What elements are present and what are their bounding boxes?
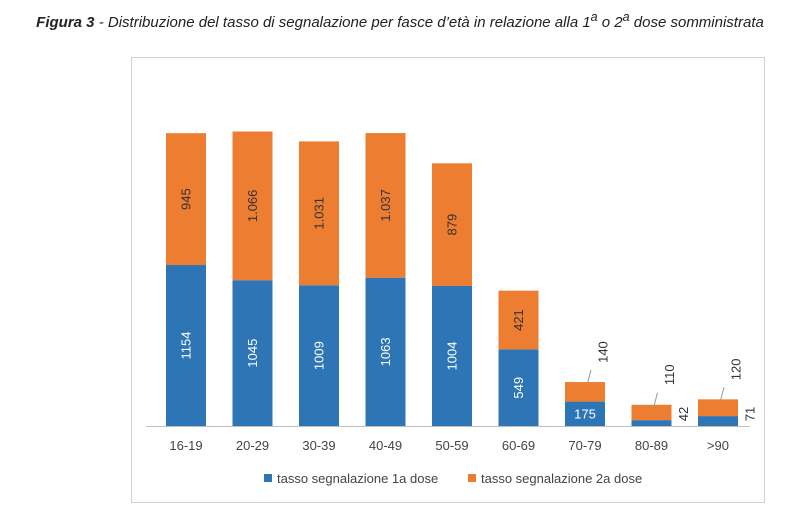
bar-dose2-40-49 [365, 133, 406, 278]
bar-dose2-70-79 [565, 382, 605, 402]
data-label-dose1: 42 [676, 407, 691, 421]
x-tick-label: 20-29 [236, 438, 269, 453]
bar-dose1->90 [698, 416, 738, 426]
bar-dose2-80-89 [631, 404, 672, 421]
data-label-dose1: 1009 [312, 341, 327, 370]
bar-dose2-20-29 [232, 131, 273, 281]
x-tick-label: >90 [707, 438, 729, 453]
caption-sup-2: a [622, 10, 630, 24]
x-tick-label: 16-19 [169, 438, 202, 453]
bar-dose1-70-79 [565, 401, 605, 426]
data-label-dose2: 879 [445, 214, 460, 236]
x-tick-label: 60-69 [502, 438, 535, 453]
data-label-dose1: 1045 [245, 339, 260, 368]
data-label-dose2: 110 [662, 364, 677, 385]
bar-dose1-16-19 [166, 265, 206, 426]
legend-item-dose1-label: tasso segnalazione 1a dose [277, 471, 438, 486]
caption-text-1: Distribuzione del tasso di segnalazione … [107, 14, 591, 31]
bar-dose1-30-39 [299, 285, 339, 426]
caption-text-2: o 2 [597, 14, 623, 31]
data-label-dose1: 549 [511, 377, 526, 399]
data-label-dose1: 1063 [378, 337, 393, 366]
data-label-dose1: 1004 [445, 342, 460, 371]
caption-text-3: dose somministrata [629, 14, 764, 31]
x-tick-label: 40-49 [369, 438, 402, 453]
bar-dose2-50-59 [432, 163, 472, 286]
bar-dose2-16-19 [166, 133, 206, 266]
data-label-dose2: 140 [596, 341, 611, 363]
legend-item-dose2-swatch [468, 474, 476, 482]
data-label-dose2: 1.031 [312, 197, 327, 230]
bar-dose1-60-69 [498, 349, 539, 426]
leader-line [653, 392, 658, 408]
bar-dose1-40-49 [365, 277, 406, 426]
x-tick-label: 80-89 [635, 438, 668, 453]
leader-line [586, 369, 592, 386]
data-label-dose2: 421 [511, 309, 526, 331]
caption-sup-1: a [590, 10, 598, 24]
legend-item-dose1-swatch [264, 474, 272, 482]
data-label-dose1: 1154 [179, 332, 194, 360]
bar-dose2-60-69 [498, 290, 539, 350]
x-tick-label: 50-59 [435, 438, 468, 453]
figure-number: Figura 3 [36, 14, 95, 31]
bar-dose2-30-39 [299, 141, 339, 286]
x-tick-label: 70-79 [568, 438, 601, 453]
data-label-dose1: 71 [743, 407, 758, 421]
caption-separator: - [94, 14, 108, 31]
bar-dose2->90 [698, 399, 738, 417]
data-label-dose2: 945 [179, 188, 194, 210]
data-label-dose1: 175 [574, 406, 596, 421]
figure-caption: Figura 3 - Distribuzione del tasso di se… [0, 10, 800, 31]
data-label-dose2: 120 [729, 359, 744, 381]
legend-item-dose2-label: tasso segnalazione 2a dose [481, 471, 642, 486]
leader-line [719, 387, 725, 403]
bar-dose1-50-59 [432, 285, 472, 426]
data-label-dose2: 1.037 [378, 189, 393, 222]
data-label-dose2: 1.066 [245, 190, 260, 223]
x-tick-label: 30-39 [302, 438, 335, 453]
bar-dose1-80-89 [631, 420, 672, 426]
bar-dose1-20-29 [232, 280, 273, 426]
